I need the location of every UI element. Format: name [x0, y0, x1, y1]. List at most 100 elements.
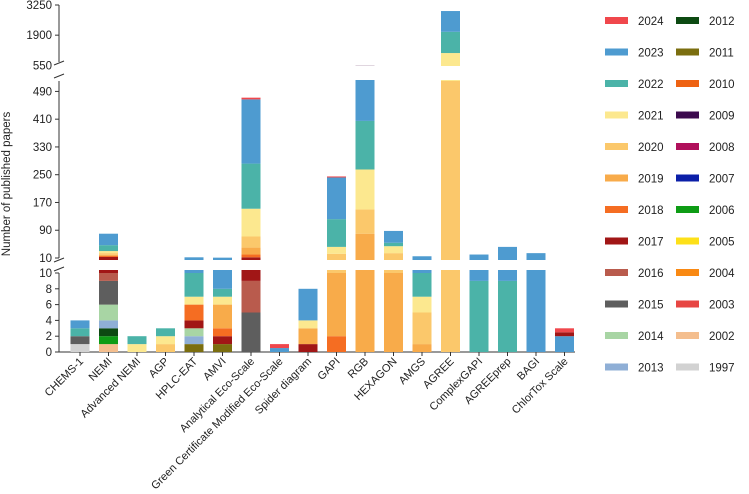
legend-label: 2008 [709, 142, 735, 154]
bar-segment [242, 164, 261, 209]
legend-label: 2023 [638, 48, 664, 60]
bar-segment [99, 245, 118, 251]
bar-segment [71, 344, 90, 352]
bar-segment [71, 328, 90, 336]
legend-label: 2016 [638, 268, 664, 280]
legend-label: 2014 [638, 331, 664, 343]
y-tick-label: 4 [46, 315, 53, 327]
break-gap [66, 260, 576, 270]
legend-swatch [676, 175, 699, 182]
y-tick-label: 6 [46, 300, 52, 312]
legend-swatch [676, 332, 699, 339]
bar-segment [384, 243, 403, 246]
bar-segment [356, 170, 375, 210]
bar-segment [555, 332, 574, 336]
legend-swatch [676, 49, 699, 56]
bar-segment [441, 11, 460, 32]
bar-segment [213, 336, 232, 344]
legend-label: 2021 [638, 111, 664, 123]
bar-segment [185, 273, 204, 297]
bar-segment [242, 255, 261, 258]
x-tick-label: AGP [147, 356, 172, 381]
legend-label: 2022 [638, 79, 664, 91]
bar-segment [185, 344, 204, 352]
legend-swatch [676, 206, 699, 213]
bar-segment [99, 273, 118, 281]
bar-segment [441, 32, 460, 53]
y-tick-label: 3250 [26, 0, 52, 12]
legend-swatch [676, 17, 699, 24]
legend-label: 2007 [709, 174, 735, 186]
bar-segment [555, 336, 574, 352]
legend-label: 2011 [709, 48, 734, 60]
y-tick-label: 90 [39, 225, 52, 237]
bar-segment [356, 234, 375, 352]
bar-segment [384, 231, 403, 243]
y-tick-label: 170 [33, 197, 52, 209]
legend-label: 2013 [638, 363, 664, 375]
y-tick-label: 410 [33, 114, 52, 126]
bar-segment [498, 281, 517, 352]
bar-segment [327, 273, 346, 336]
legend-label: 2024 [638, 16, 664, 28]
y-tick-label: 10 [39, 268, 52, 280]
bar-segment [384, 246, 403, 253]
legend-label: 2020 [638, 142, 664, 154]
legend: 2024202320222021202020192018201720162015… [605, 16, 735, 375]
bar-segment [242, 236, 261, 247]
bar-segment [156, 344, 175, 352]
bar-segment [327, 247, 346, 254]
bar-segment [213, 289, 232, 297]
bar-segment [327, 336, 346, 352]
legend-swatch [676, 112, 699, 119]
bar-segment [128, 336, 147, 344]
legend-swatch [676, 364, 699, 371]
legend-label: 2006 [709, 205, 735, 217]
bar-segment [213, 305, 232, 329]
bar-segment [270, 344, 289, 348]
legend-swatch [676, 143, 699, 150]
bar-segment [555, 328, 574, 332]
bar-segment [99, 320, 118, 328]
bar-segment [128, 344, 147, 352]
bar-segment [384, 273, 403, 352]
legend-label: 2004 [709, 268, 735, 280]
legend-swatch [676, 238, 699, 245]
bar-segment [185, 297, 204, 305]
bar-segment [99, 234, 118, 245]
bar-segment [99, 255, 118, 256]
bar-segment [242, 248, 261, 255]
y-tick-label: 2 [46, 331, 52, 343]
legend-swatch [605, 17, 628, 24]
x-tick-label: RGB [346, 356, 371, 381]
legend-label: 2015 [638, 300, 664, 312]
legend-swatch [605, 143, 628, 150]
legend-swatch [605, 238, 628, 245]
bar-segment [213, 344, 232, 352]
legend-swatch [605, 49, 628, 56]
legend-swatch [605, 206, 628, 213]
bar-segment [99, 281, 118, 305]
bar-segment [299, 328, 318, 344]
bar-segment [185, 305, 204, 321]
bar-segment [185, 336, 204, 344]
legend-swatch [676, 80, 699, 87]
bar-segment [213, 297, 232, 305]
x-tick-label: CHEMS-1 [43, 356, 86, 399]
bar-segment [299, 344, 318, 352]
legend-swatch [605, 364, 628, 371]
y-tick-label: 490 [33, 86, 52, 98]
bar-segment [185, 328, 204, 336]
legend-label: 2012 [709, 16, 735, 28]
y-tick-label: 1900 [26, 30, 52, 42]
bar-segment [356, 209, 375, 233]
bar-segment [413, 344, 432, 352]
bar-segment [242, 98, 261, 100]
x-tick-label: GAPI [316, 356, 343, 383]
legend-label: 2018 [638, 205, 664, 217]
y-axis-title: Number of published papers [1, 112, 13, 257]
bar-segment [242, 99, 261, 163]
bar-segment [156, 328, 175, 336]
legend-swatch [676, 269, 699, 276]
legend-swatch [676, 301, 699, 308]
